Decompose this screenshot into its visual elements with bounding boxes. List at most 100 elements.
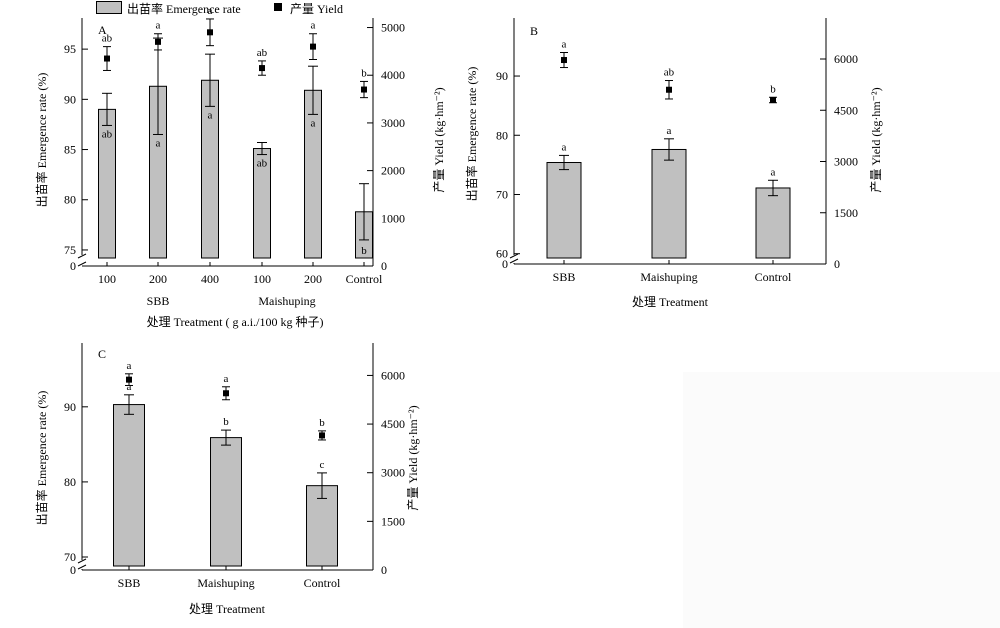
axis-break-mark: [509, 253, 519, 259]
yield-point: [155, 38, 161, 45]
yield-point: [207, 29, 213, 36]
y-tick-label: 80: [496, 128, 508, 142]
yield-point: [223, 390, 229, 397]
y2-tick-label: 1500: [834, 206, 858, 220]
y2-tick-label: 3000: [381, 116, 405, 130]
x-group-label: Maishuping: [258, 294, 315, 308]
yield-significance-letter: ab: [257, 47, 268, 59]
y-tick-label: 80: [64, 193, 76, 207]
yield-significance-letter: a: [127, 360, 132, 372]
emergence-significance-letter: c: [320, 459, 325, 471]
y-tick-label: 70: [64, 550, 76, 564]
y-tick-label: 0: [502, 257, 508, 271]
y2-tick-label: 1500: [381, 514, 405, 528]
yield-point: [666, 86, 672, 93]
panel-letter: A: [98, 23, 107, 37]
y2-tick-label: 6000: [381, 368, 405, 382]
yield-significance-letter: a: [311, 20, 316, 32]
x-axis-title: 处理 Treatment ( g a.i./100 kg 种子): [147, 315, 324, 329]
emergence-bar: [304, 89, 322, 259]
yield-significance-letter: a: [562, 39, 567, 51]
y2-tick-label: 3000: [834, 155, 858, 169]
x-category-label: SBB: [118, 576, 141, 590]
emergence-bar: [651, 148, 687, 259]
x-category-label: Control: [755, 270, 792, 284]
axis-break-mark: [77, 564, 87, 570]
legend-emergence-label: 出苗率 Emergence rate: [127, 2, 241, 16]
x-category-label: Maishuping: [640, 270, 697, 284]
legend-yield-label: 产量 Yield: [290, 2, 343, 16]
y2-tick-label: 5000: [381, 21, 405, 35]
y-tick-label: 95: [64, 42, 76, 56]
y2-axis-title: 产量 Yield (kg·hm⁻²): [869, 87, 883, 192]
y2-tick-label: 1000: [381, 211, 405, 225]
yield-point: [770, 97, 776, 103]
x-category-label: Control: [346, 272, 383, 286]
yield-significance-letter: a: [224, 373, 229, 385]
emergence-significance-letter: ab: [257, 158, 268, 170]
x-category-label: 100: [253, 272, 271, 286]
panel-b: 60 70 80 90 0 0 1500 3000 4500 6000 SBB Maishuping C…: [464, 18, 883, 309]
emergence-significance-letter: b: [361, 245, 367, 257]
emergence-bar: [306, 485, 338, 567]
y-tick-label: 90: [64, 400, 76, 414]
axis-break-mark: [77, 558, 87, 564]
y2-tick-label: 4500: [834, 103, 858, 117]
y-tick-label: 90: [64, 92, 76, 106]
emergence-significance-letter: a: [771, 166, 776, 178]
y2-tick-label: 4000: [381, 68, 405, 82]
y-tick-label: 85: [64, 143, 76, 157]
emergence-bar: [201, 79, 219, 259]
x-category-label: 400: [201, 272, 219, 286]
emergence-bar: [113, 404, 145, 567]
yield-significance-letter: b: [319, 417, 325, 429]
legend: 出苗率 Emergence rate 产量 Yield: [0, 0, 400, 18]
emergence-significance-letter: a: [208, 109, 213, 121]
yield-significance-letter: a: [156, 20, 161, 32]
y-tick-label: 90: [496, 69, 508, 83]
axis-break-mark: [509, 258, 519, 264]
y2-axis-title: 产量 Yield (kg·hm⁻²): [406, 405, 420, 510]
panel-letter: C: [98, 347, 106, 361]
axis-break-mark: [77, 253, 87, 259]
x-category-label: 200: [304, 272, 322, 286]
y-tick-label: 70: [496, 187, 508, 201]
y-tick-label: 0: [70, 259, 76, 273]
yield-point: [104, 55, 110, 62]
y-tick-label: 80: [64, 475, 76, 489]
yield-point: [361, 86, 367, 93]
emergence-bar: [210, 437, 242, 567]
x-category-label: Maishuping: [197, 576, 254, 590]
emergence-significance-letter: ab: [102, 128, 113, 140]
y2-tick-label: 3000: [381, 466, 405, 480]
yield-significance-letter: ab: [102, 33, 113, 45]
panel-letter: B: [530, 24, 538, 38]
x-axis-title: 处理 Treatment: [189, 602, 266, 616]
y-tick-label: 0: [70, 563, 76, 577]
yield-significance-letter: a: [208, 5, 213, 17]
yield-significance-letter: b: [770, 83, 776, 95]
yield-point: [561, 57, 567, 64]
emergence-significance-letter: a: [562, 141, 567, 153]
y2-axis-title: 产量 Yield (kg·hm⁻²): [432, 87, 446, 192]
yield-significance-letter: ab: [664, 67, 675, 79]
emergence-significance-letter: a: [311, 117, 316, 129]
y-axis-title: 出苗率 Emergence rate (%): [34, 391, 49, 526]
x-axis-title: 处理 Treatment: [632, 295, 709, 309]
panel-c: 70 80 90 0 0 1500 3000 4500 6000 SBB Maishuping Con…: [34, 343, 420, 616]
background-shade: [683, 372, 1000, 628]
yield-point: [126, 376, 132, 383]
x-category-label: 200: [149, 272, 167, 286]
yield-significance-letter: b: [361, 67, 367, 79]
y-tick-label: 60: [496, 247, 508, 261]
emergence-significance-letter: a: [127, 381, 132, 393]
yield-point: [259, 65, 265, 72]
y2-tick-label: 0: [834, 257, 840, 271]
x-category-label: SBB: [553, 270, 576, 284]
axis-break-mark: [77, 261, 87, 267]
emergence-bar: [755, 187, 791, 259]
y2-tick-label: 2000: [381, 164, 405, 178]
panel-a: 75 80 85 90 95 0 0 1000 2000 3000 4000 5000 100 200 40…: [34, 5, 446, 329]
legend-emergence-swatch: [96, 1, 122, 14]
emergence-significance-letter: b: [223, 416, 229, 428]
